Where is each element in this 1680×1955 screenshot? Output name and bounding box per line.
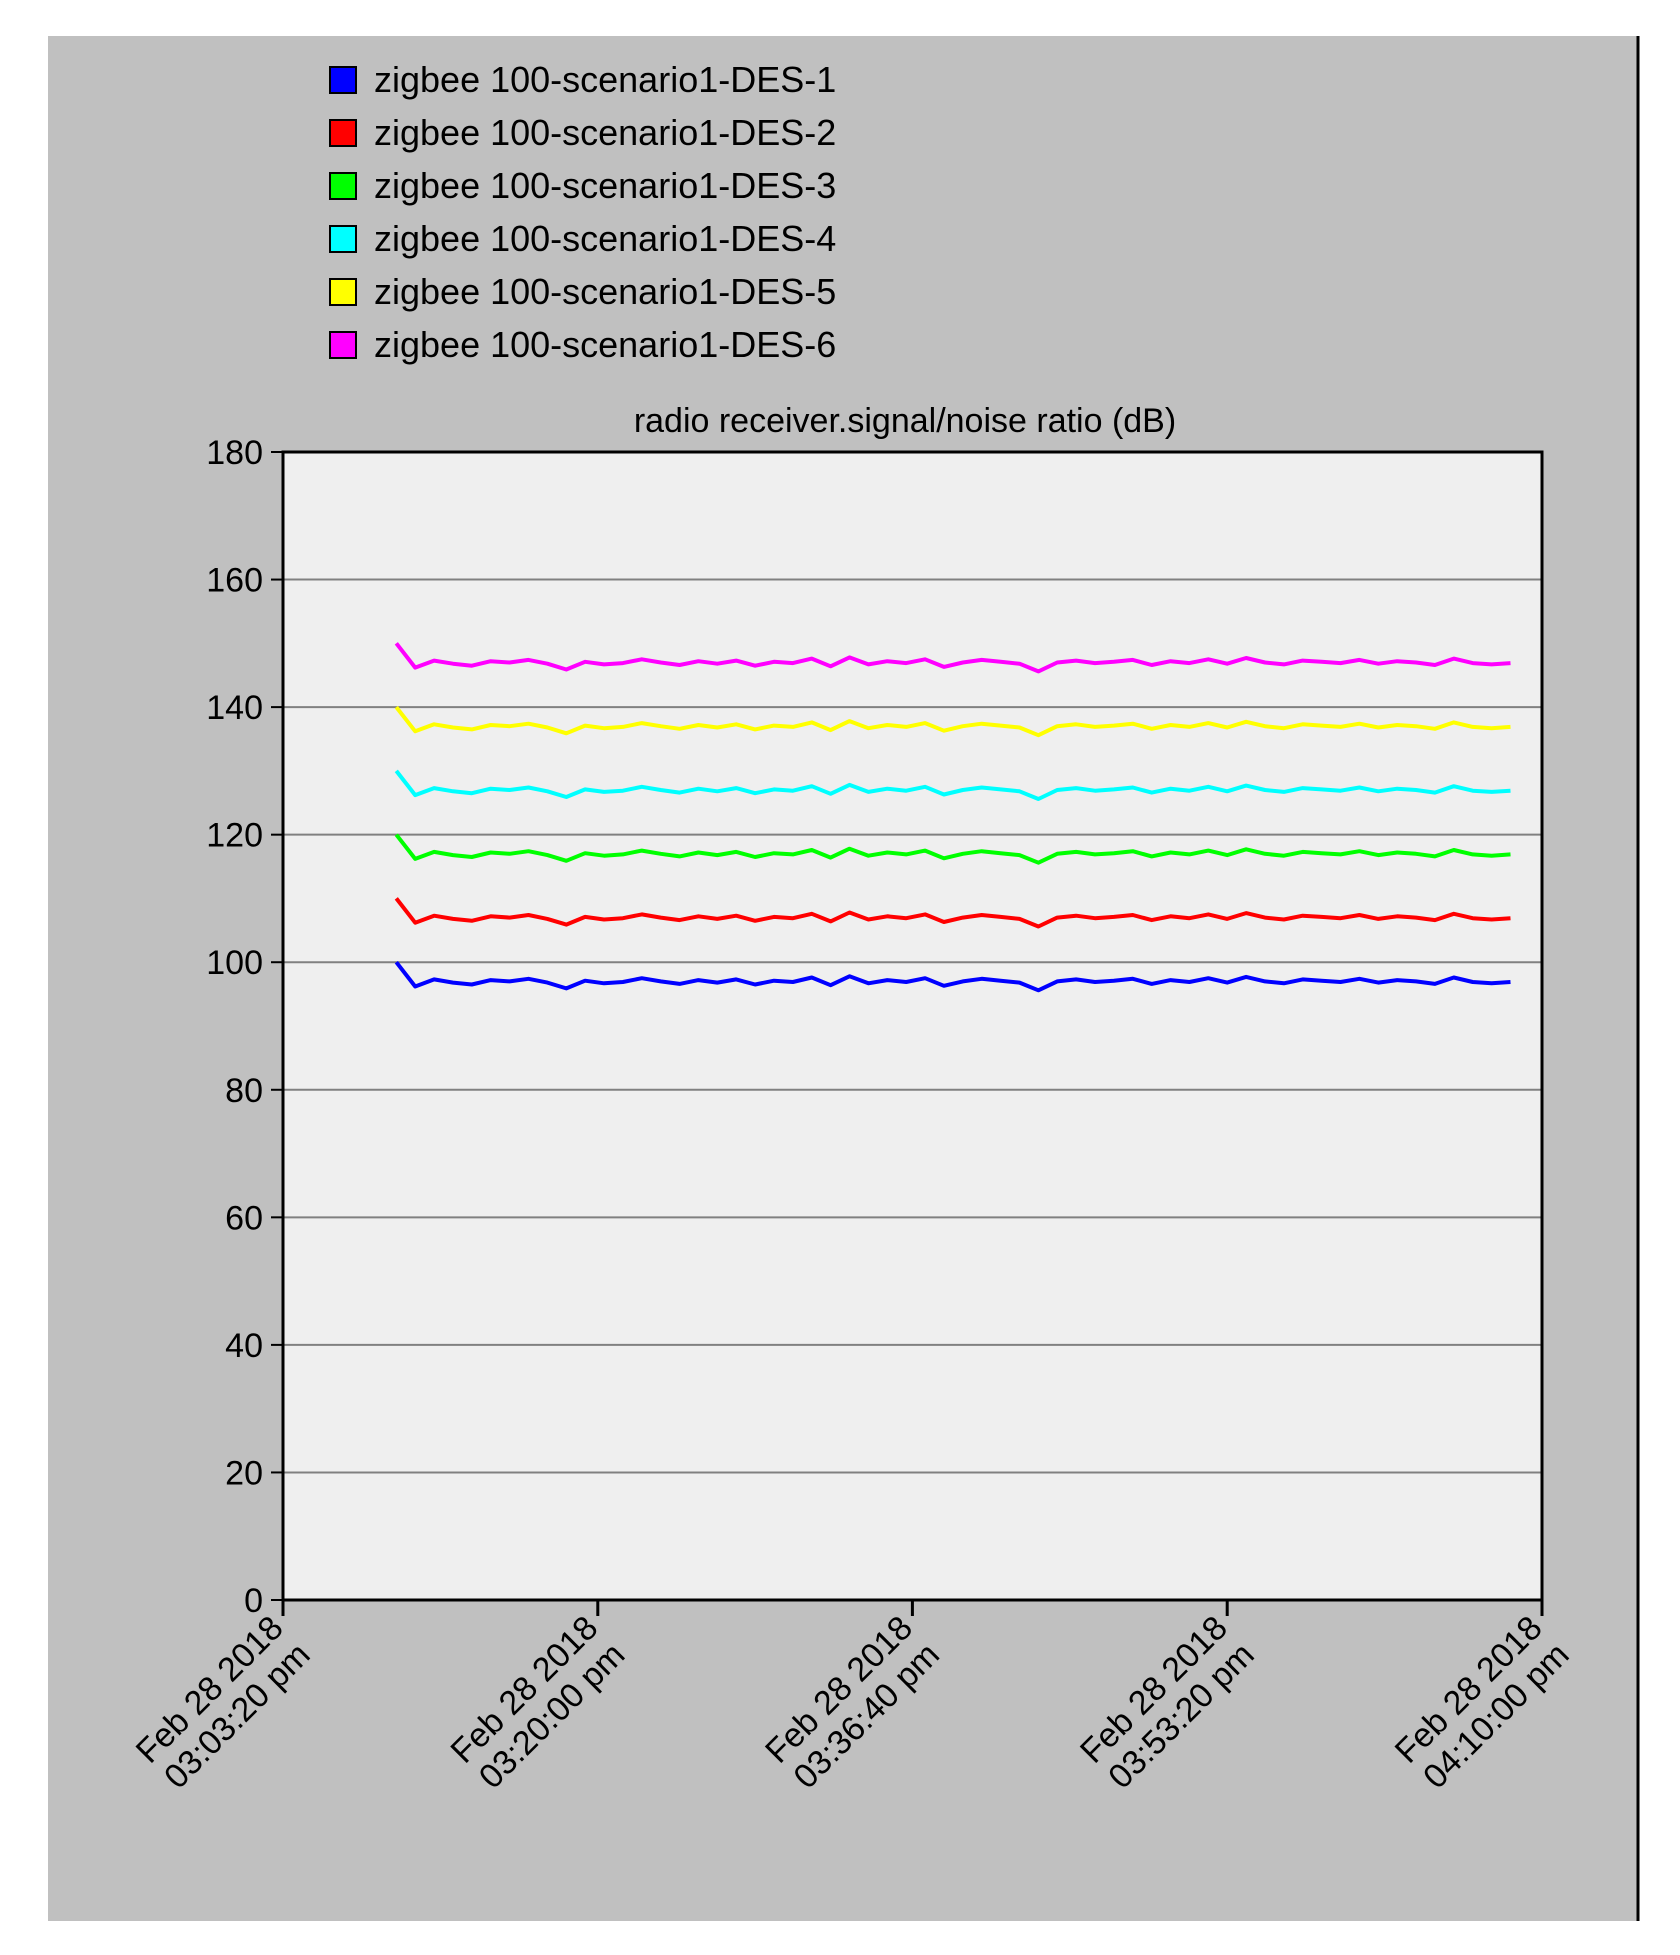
y-tick-label-60: 60 [225, 1199, 263, 1237]
y-tick-label-160: 160 [206, 562, 263, 600]
series-line-1 [394, 960, 1511, 993]
plot-area [283, 452, 1542, 1600]
legend-label-3: zigbee 100-scenario1-DES-3 [374, 165, 836, 206]
legend-label-4: zigbee 100-scenario1-DES-4 [374, 218, 836, 259]
series-line-5 [394, 705, 1511, 738]
legend-label-1: zigbee 100-scenario1-DES-1 [374, 59, 836, 100]
series-line-6 [394, 642, 1511, 674]
series-line-3 [394, 833, 1511, 865]
y-tick-label-0: 0 [244, 1582, 263, 1620]
series-line-2 [394, 897, 1511, 929]
legend-label-5: zigbee 100-scenario1-DES-5 [374, 271, 836, 312]
series-line-4 [394, 769, 1511, 801]
legend-swatch-2 [329, 119, 357, 147]
legend-swatch-4 [329, 225, 357, 253]
y-tick-label-120: 120 [206, 817, 263, 855]
legend-swatch-5 [329, 278, 357, 306]
y-tick-label-20: 20 [225, 1454, 263, 1492]
legend: zigbee 100-scenario1-DES-1 zigbee 100-sce… [329, 59, 836, 365]
legend-label-2: zigbee 100-scenario1-DES-2 [374, 112, 836, 153]
y-tick-label-80: 80 [225, 1072, 263, 1110]
legend-swatch-6 [329, 331, 357, 359]
y-tick-label-180: 180 [206, 434, 263, 472]
y-tick-label-40: 40 [225, 1327, 263, 1365]
y-tick-label-140: 140 [206, 689, 263, 727]
y-axis: 0 20 40 60 80 100 120 140 160 180 [206, 434, 283, 1620]
y-tick-label-100: 100 [206, 944, 263, 982]
legend-swatch-3 [329, 172, 357, 200]
series-lines [394, 642, 1511, 993]
legend-label-6: zigbee 100-scenario1-DES-6 [374, 324, 836, 365]
legend-swatch-1 [329, 66, 357, 94]
gridlines [283, 578, 1542, 1474]
chart-title: radio receiver.signal/noise ratio (dB) [634, 402, 1176, 440]
